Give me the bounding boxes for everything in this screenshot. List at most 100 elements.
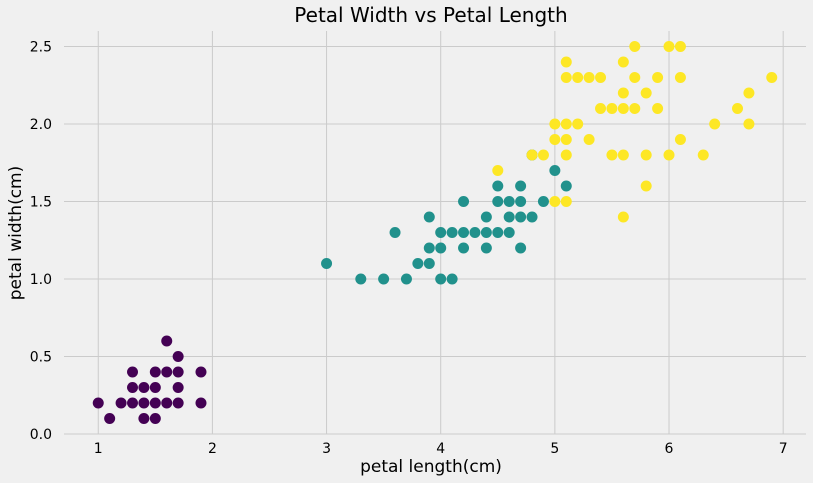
data-point: [195, 366, 207, 378]
data-point: [172, 397, 184, 409]
data-point: [480, 227, 492, 238]
data-point: [560, 56, 572, 68]
data-point: [458, 242, 470, 254]
data-point: [458, 227, 470, 238]
y-tick-label: 0.5: [30, 350, 52, 366]
data-point: [629, 41, 641, 52]
y-tick-label: 0.0: [30, 427, 52, 443]
data-point: [560, 118, 572, 130]
y-tick-label: 1.5: [30, 195, 52, 211]
data-point: [480, 242, 492, 254]
data-point: [560, 196, 572, 207]
data-point: [138, 413, 150, 424]
scatter-points: [92, 41, 778, 424]
data-point: [560, 72, 572, 83]
data-point: [652, 103, 664, 114]
data-point: [674, 72, 686, 83]
data-point: [423, 211, 435, 223]
data-point: [149, 413, 161, 424]
data-point: [321, 258, 333, 269]
data-point: [355, 273, 367, 285]
data-point: [617, 103, 629, 114]
y-tick-label: 2.5: [30, 40, 52, 56]
x-tick-labels: 1 2 3 4 5 6 7: [94, 441, 788, 457]
y-tick-labels: 0.0 0.5 1.0 1.5 2.0 2.5: [30, 40, 52, 444]
data-point: [515, 242, 527, 254]
data-point: [606, 103, 618, 114]
data-point: [92, 397, 104, 409]
data-point: [161, 397, 173, 409]
data-point: [732, 103, 744, 114]
data-point: [423, 258, 435, 269]
data-point: [503, 196, 515, 207]
x-tick-label: 5: [550, 441, 559, 457]
data-point: [195, 397, 207, 409]
data-point: [149, 397, 161, 409]
data-point: [549, 196, 561, 207]
data-point: [537, 149, 549, 161]
data-point: [606, 149, 618, 161]
data-point: [115, 397, 127, 409]
data-point: [595, 103, 607, 114]
data-point: [674, 41, 686, 52]
x-tick-label: 6: [665, 441, 674, 457]
data-point: [629, 103, 641, 114]
data-point: [149, 366, 161, 378]
data-point: [572, 72, 584, 83]
data-point: [515, 180, 527, 192]
data-point: [172, 382, 184, 393]
data-point: [172, 351, 184, 362]
data-point: [149, 382, 161, 393]
y-tick-label: 2.0: [30, 117, 52, 133]
data-point: [126, 366, 138, 378]
data-point: [549, 118, 561, 130]
data-point: [515, 196, 527, 207]
data-point: [435, 273, 447, 285]
data-point: [435, 242, 447, 254]
data-point: [400, 273, 412, 285]
data-point: [378, 273, 390, 285]
chart-title: Petal Width vs Petal Length: [294, 3, 567, 27]
data-point: [640, 87, 652, 99]
data-point: [480, 211, 492, 223]
x-tick-label: 7: [779, 441, 788, 457]
data-point: [560, 134, 572, 145]
data-point: [469, 227, 481, 238]
data-point: [583, 134, 595, 145]
data-point: [663, 149, 675, 161]
data-point: [595, 72, 607, 83]
data-point: [526, 211, 538, 223]
y-tick-label: 1.0: [30, 272, 52, 288]
data-point: [423, 242, 435, 254]
data-point: [617, 87, 629, 99]
data-point: [766, 72, 778, 83]
data-point: [172, 366, 184, 378]
data-point: [617, 211, 629, 223]
data-point: [663, 41, 675, 52]
data-point: [572, 118, 584, 130]
data-point: [503, 227, 515, 238]
data-point: [617, 56, 629, 68]
data-point: [492, 227, 504, 238]
data-point: [138, 382, 150, 393]
x-tick-label: 3: [322, 441, 331, 457]
data-point: [412, 258, 424, 269]
data-point: [526, 149, 538, 161]
x-tick-label: 1: [94, 441, 103, 457]
data-point: [126, 382, 138, 393]
data-point: [743, 87, 755, 99]
data-point: [549, 165, 561, 176]
data-point: [743, 118, 755, 130]
data-point: [161, 366, 173, 378]
data-point: [503, 211, 515, 223]
data-point: [161, 335, 173, 347]
data-point: [492, 180, 504, 192]
x-axis-label: petal length(cm): [360, 457, 502, 477]
data-point: [697, 149, 709, 161]
x-tick-label: 4: [436, 441, 445, 457]
data-point: [640, 180, 652, 192]
y-axis-label: petal width(cm): [6, 166, 26, 301]
data-point: [629, 72, 641, 83]
